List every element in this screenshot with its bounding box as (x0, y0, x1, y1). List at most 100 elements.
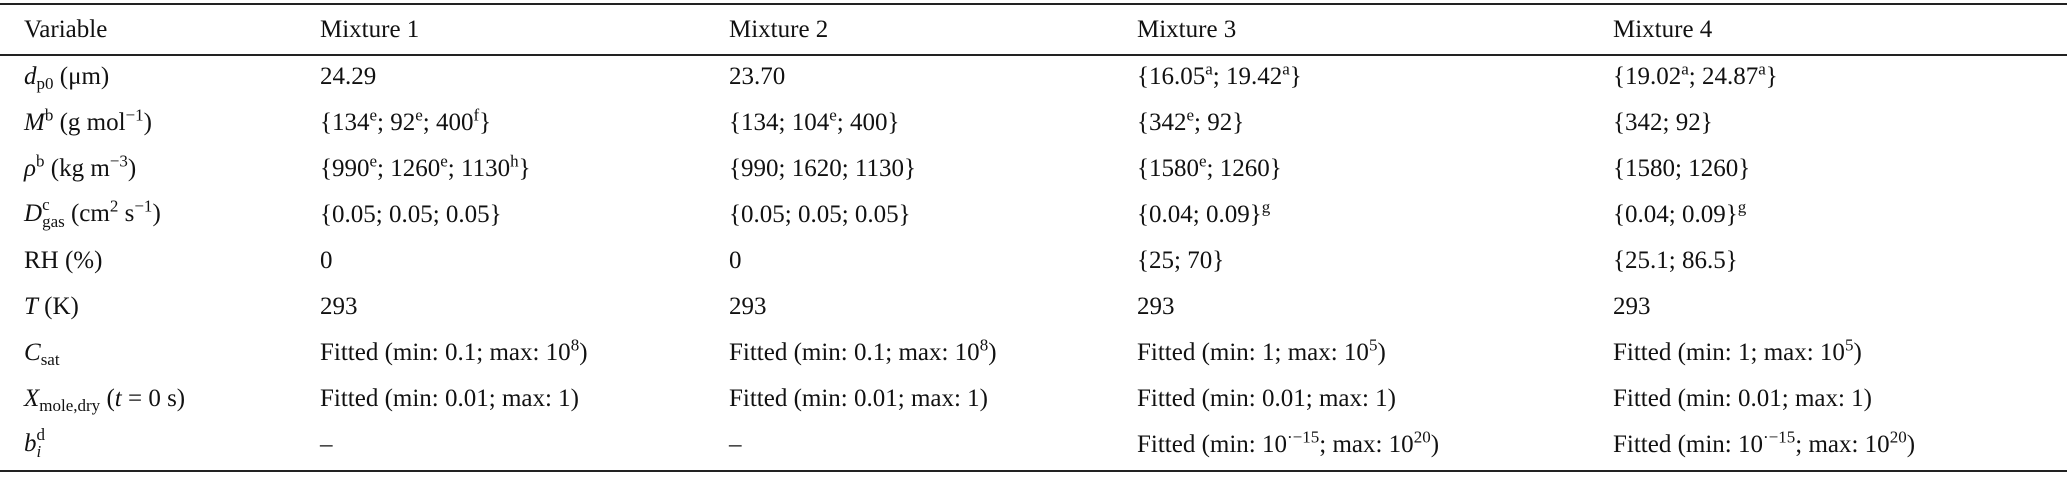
text-run: (K) (37, 293, 79, 320)
superscript: g (1261, 197, 1271, 217)
bottom-rule (0, 470, 2067, 472)
superscript: b (44, 105, 54, 125)
cell-text: {25.1; 86.5} (1613, 247, 1738, 274)
cell-text: Fitted (min: 0.01; max: 1) (320, 385, 580, 412)
header-row: Variable Mixture 1 Mixture 2 Mixture 3 Mixtu… (0, 5, 2067, 54)
superscript: 5 (1368, 335, 1378, 355)
text-run: ) (1430, 431, 1440, 458)
text-run: } (1289, 63, 1302, 90)
text-run: {134 (320, 109, 370, 136)
italic-symbol: d (24, 63, 37, 90)
text-run: ) (1906, 431, 1916, 458)
text-run: (μm) (53, 63, 110, 90)
text-run: = 0 s) (121, 385, 186, 412)
table-row: T (K) 293 293 293 293 (0, 284, 2067, 330)
italic-symbol: C (24, 339, 41, 366)
value-cell: {134e; 92e; 400f} (320, 100, 729, 146)
value-cell: {1580; 1260} (1613, 146, 2067, 192)
text-run: ; 1130 (447, 155, 511, 182)
italic-symbol: D (24, 199, 43, 227)
text-run: Fitted (min: 0.1; max: 10 (320, 339, 571, 366)
value-cell: {342e; 92} (1137, 100, 1613, 146)
text-run: Fitted (min: 10 (1137, 431, 1287, 458)
text-run: ; max: 10 (1795, 431, 1890, 458)
text-run: {0.04; 0.09} (1613, 201, 1738, 228)
cell-text: 293 (320, 293, 358, 320)
header-cell: Mixture 4 (1613, 5, 2067, 54)
text-run: ; 92} (1194, 109, 1245, 136)
superscript: ·−15 (1763, 427, 1796, 447)
variable-cell: Csat (0, 330, 320, 376)
value-cell: 24.29 (320, 54, 729, 100)
text-run: } (1765, 63, 1778, 90)
value-cell: Fitted (min: 1; max: 105) (1137, 330, 1613, 376)
superscript: b (36, 151, 45, 171)
header-cell: Mixture 3 (1137, 5, 1613, 54)
italic-symbol: T (24, 293, 38, 320)
superscript: a (1681, 59, 1689, 79)
sub-sup: c gas (42, 196, 65, 230)
value-cell: 23.70 (729, 54, 1137, 100)
cell-text: Fitted (min: 0.01; max: 1) (729, 385, 989, 412)
value-cell: {990; 1620; 1130} (729, 146, 1137, 192)
superscript: 5 (1844, 335, 1854, 355)
value-cell: Fitted (min: 10·−15; max: 1020) (1613, 422, 2067, 468)
value-cell: {1580e; 1260} (1137, 146, 1613, 192)
value-cell: {19.02a; 24.87a} (1613, 54, 2067, 100)
value-cell: – (729, 422, 1137, 468)
subscript: mole,dry (39, 396, 101, 416)
value-cell: {0.04; 0.09}g (1613, 192, 2067, 238)
superscript: 20 (1889, 427, 1907, 447)
text-run: ; 92 (377, 109, 416, 136)
text-run: ; 400} (836, 109, 900, 136)
value-cell: Fitted (min: 0.01; max: 1) (1137, 376, 1613, 422)
cell-text: Mixture 3 (1137, 15, 1237, 43)
cell-text: Mixture 2 (729, 15, 829, 43)
value-cell: {134; 104e; 400} (729, 100, 1137, 146)
text-run: (kg m (44, 155, 110, 182)
superscript: e (369, 105, 378, 125)
superscript: d (36, 425, 46, 445)
superscript: e (369, 151, 378, 171)
italic-symbol: b (24, 429, 37, 457)
text-run: (cm (64, 199, 110, 227)
text-run: ) (127, 155, 137, 182)
table-body: Variable Mixture 1 Mixture 2 Mixture 3 Mixtu… (0, 5, 2067, 468)
text-run: ; 24.87 (1688, 63, 1759, 90)
header-cell: Mixture 1 (320, 5, 729, 54)
text-run: {990 (320, 155, 370, 182)
text-run: Fitted (min: 1; max: 10 (1613, 339, 1845, 366)
text-run: ( (100, 385, 115, 412)
cell-text: 293 (1613, 293, 1651, 320)
cell-text: {0.05; 0.05; 0.05} (729, 201, 911, 228)
superscript: c (42, 195, 50, 215)
superscript: e (440, 151, 448, 171)
value-cell: 0 (320, 238, 729, 284)
cell-text: Mixture 1 (320, 15, 420, 43)
value-cell: Fitted (min: 1; max: 105) (1613, 330, 2067, 376)
cell-text: 0 (729, 247, 742, 274)
top-rule (0, 3, 2067, 5)
text-run: ) (1377, 339, 1386, 366)
italic-symbol: ρ (24, 155, 36, 182)
text-run: ; 19.42 (1212, 63, 1283, 90)
table-row: Xmole,dry (t = 0 s) Fitted (min: 0.01; ma… (0, 376, 2067, 422)
italic-symbol: X (24, 385, 40, 412)
variable-cell: ρb (kg m−3) (0, 146, 320, 192)
value-cell: {0.04; 0.09}g (1137, 192, 1613, 238)
superscript: ·−15 (1287, 427, 1320, 447)
superscript: e (415, 105, 423, 125)
superscript: a (1758, 59, 1766, 79)
value-cell: Fitted (min: 0.01; max: 1) (320, 376, 729, 422)
header-cell: Variable (0, 5, 320, 54)
header-cell: Mixture 2 (729, 5, 1137, 54)
header-rule (0, 54, 2067, 56)
cell-text: 0 (320, 247, 333, 274)
superscript: a (1282, 59, 1290, 79)
subscript: i (36, 442, 42, 462)
data-table: Variable Mixture 1 Mixture 2 Mixture 3 Mixtu… (0, 5, 2067, 468)
table-row: Mb (g mol−1) {134e; 92e; 400f} {134; 104e;… (0, 100, 2067, 146)
